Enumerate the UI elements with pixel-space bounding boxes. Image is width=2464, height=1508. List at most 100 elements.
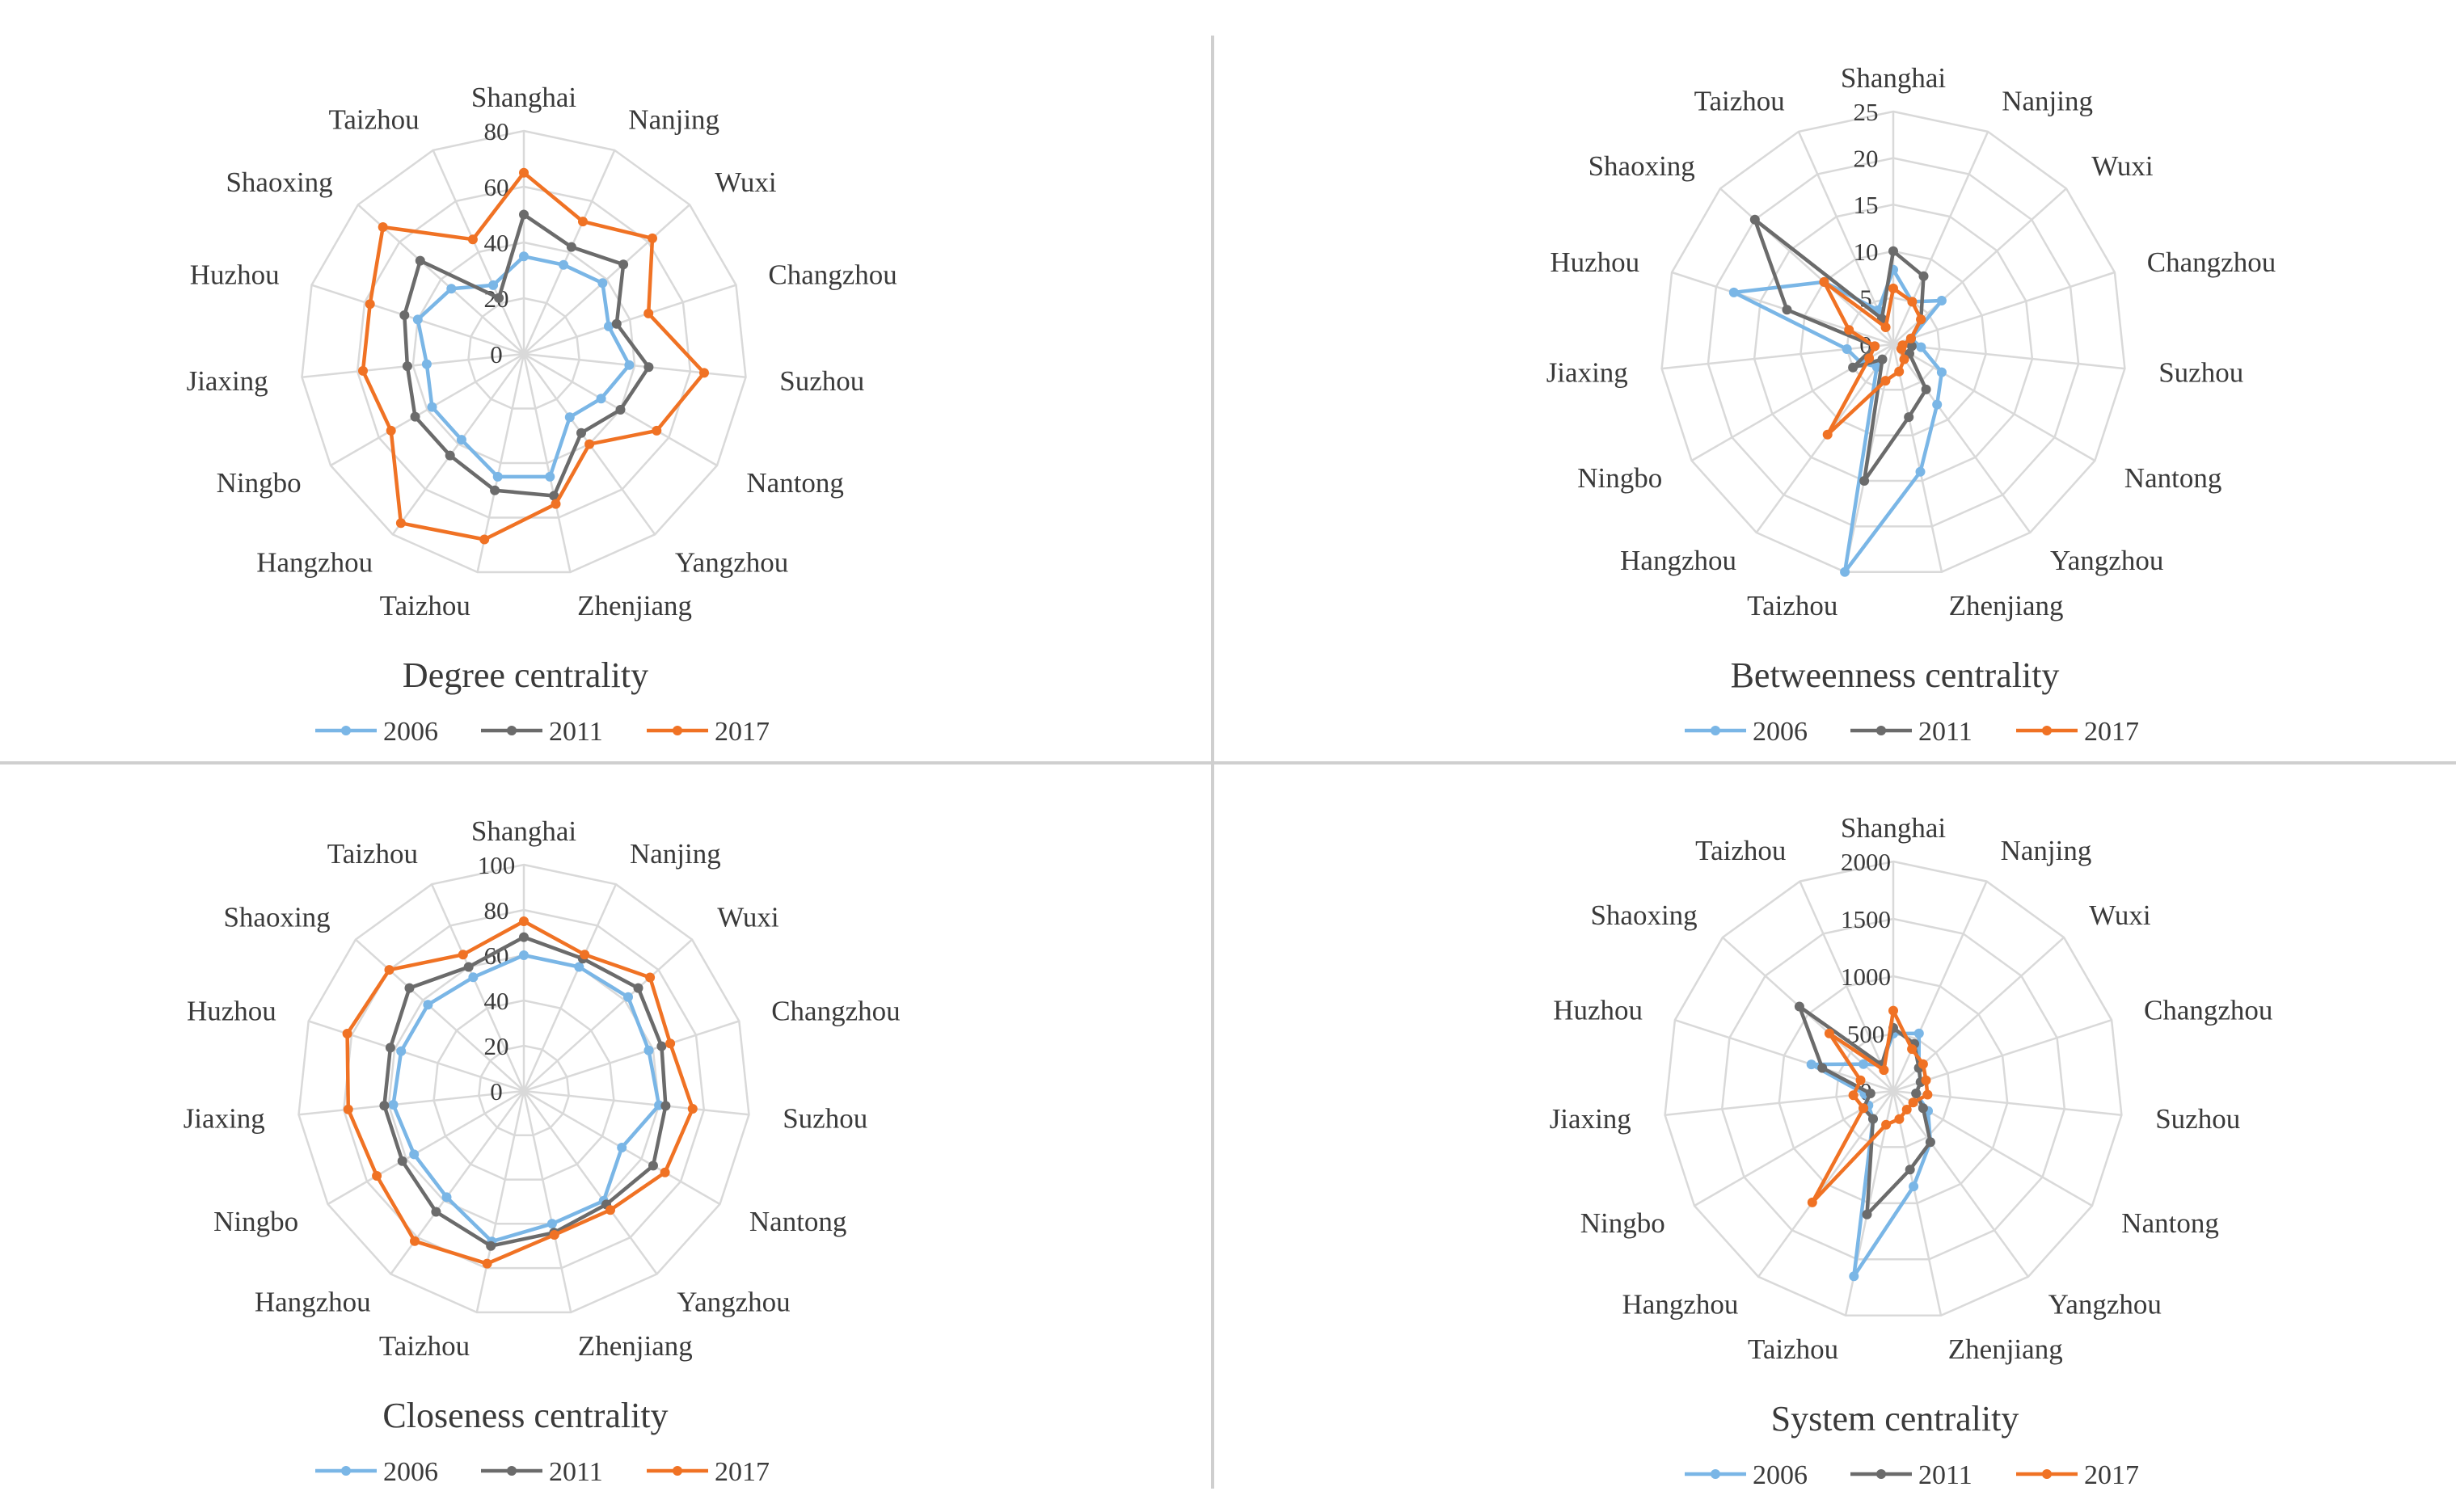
category-label: Nanjing <box>2002 86 2093 117</box>
grid-ring <box>356 185 692 519</box>
series-2017-point <box>1848 1090 1859 1101</box>
category-label: Ningbo <box>217 467 302 499</box>
series-2017-line <box>361 171 707 541</box>
legend-marker-2011 <box>507 726 517 735</box>
series-2011-point <box>643 362 654 373</box>
grid-ring <box>1707 157 2080 528</box>
category-label: Nantong <box>746 467 844 499</box>
series-2011-point <box>1906 341 1917 352</box>
series-2011-point <box>1911 1089 1922 1098</box>
grid-spoke <box>1719 187 1894 345</box>
series-2017-point <box>1880 376 1891 386</box>
category-label: Nantong <box>749 1206 847 1237</box>
series-2011-point <box>486 1241 496 1251</box>
series-2011-line <box>403 213 651 498</box>
legend-label-2011: 2011 <box>1918 1460 1972 1490</box>
grid-spoke <box>522 1090 658 1275</box>
series-2017-point <box>551 499 561 509</box>
category-label: Shaoxing <box>1590 899 1697 931</box>
category-label: Hangzhou <box>1620 545 1736 576</box>
series-2006-point <box>519 251 529 262</box>
legend-marker-2017 <box>673 726 682 735</box>
series-2006-point <box>597 278 608 289</box>
series-2011-point <box>402 361 412 372</box>
system-chart-title: System centrality <box>1771 1399 2019 1438</box>
category-label: Suzhou <box>2158 357 2243 389</box>
tick-label: 2000 <box>1841 848 1891 876</box>
legend-label-2017: 2017 <box>715 717 770 747</box>
series-2006-point <box>1915 466 1926 477</box>
legend-label-2017: 2017 <box>715 1457 770 1487</box>
tick-label: 40 <box>484 987 509 1015</box>
grid-ring <box>1664 860 2123 1317</box>
grid-spoke <box>522 883 618 1092</box>
grid-spoke <box>1661 343 1894 370</box>
series-2011-point <box>431 1207 441 1217</box>
category-label: Shaoxing <box>1589 150 1695 182</box>
tick-label: 0 <box>490 340 503 369</box>
series-2011-point <box>1877 354 1888 364</box>
grid-spoke <box>523 1089 749 1116</box>
series-2011-point <box>519 209 529 220</box>
series-2011-point <box>618 259 629 270</box>
series-2006-point <box>1849 1271 1859 1282</box>
category-label: Nanjing <box>630 838 721 870</box>
category-label: Suzhou <box>783 1103 867 1135</box>
series-2017-point <box>1807 1197 1817 1207</box>
grid-ring <box>1778 975 2009 1205</box>
series-2006-point <box>441 1192 452 1203</box>
tick-label: 40 <box>484 229 509 257</box>
category-label: Zhenjiang <box>1949 590 2064 621</box>
series-2011-point <box>1868 1114 1878 1124</box>
series-2011-point <box>1859 476 1870 486</box>
series-2006-point <box>412 314 423 325</box>
series-2017-point <box>479 534 490 545</box>
series-2017-point <box>1901 1105 1912 1114</box>
category-label: Taizhou <box>380 590 470 621</box>
grid-spoke <box>1892 343 1943 572</box>
series-2017-point <box>652 425 662 436</box>
category-label: Nanjing <box>628 104 719 136</box>
grid-ring <box>478 1044 570 1137</box>
series-2017-point <box>482 1258 492 1269</box>
category-label: Shaoxing <box>223 902 330 933</box>
closeness-centrality-panel: 020406080100ShanghaiNanjingWuxiChangzhou… <box>184 815 901 1487</box>
legend-marker-2017 <box>2042 726 2052 735</box>
category-label: Ningbo <box>1577 462 1662 494</box>
category-label: Nantong <box>2124 462 2222 494</box>
series-2017-point <box>378 222 388 232</box>
legend-marker-2011 <box>1876 726 1886 735</box>
category-label: Suzhou <box>779 365 864 397</box>
series-2006-point <box>604 321 614 331</box>
category-label: Ningbo <box>1580 1207 1665 1239</box>
category-label: Shanghai <box>1841 62 1947 94</box>
series-2006-point <box>1840 567 1850 577</box>
grid-spoke <box>1892 271 2116 346</box>
legend-marker-2006 <box>1711 1469 1720 1479</box>
grid-spoke <box>523 284 736 356</box>
series-2006-point <box>409 1149 420 1160</box>
series-2011-point <box>410 411 420 422</box>
series-2017-point <box>1899 354 1909 364</box>
category-label: Hangzhou <box>256 546 373 578</box>
tick-label: 1000 <box>1841 963 1891 991</box>
series-2011-point <box>415 255 425 266</box>
grid-spoke <box>391 353 525 536</box>
legend-label-2017: 2017 <box>2084 717 2139 747</box>
legend-label-2006: 2006 <box>1753 1460 1808 1490</box>
series-2006-point <box>1728 287 1739 297</box>
series-2011-point <box>397 1156 407 1166</box>
legend-label-2006: 2006 <box>383 1457 438 1487</box>
category-label: Shanghai <box>471 82 577 113</box>
grid-ring <box>432 999 615 1181</box>
series-2006-point <box>1932 399 1943 410</box>
series-2011-point <box>463 962 474 972</box>
series-2011-point <box>660 1101 671 1111</box>
series-2006-point <box>421 359 432 369</box>
grid-ring <box>1799 250 1987 436</box>
series-2011-line <box>1797 1005 1933 1217</box>
series-2017-point <box>645 972 656 983</box>
category-label: Shanghai <box>471 815 577 847</box>
series-2017-point <box>386 425 396 436</box>
series-2017-point <box>1907 297 1918 307</box>
